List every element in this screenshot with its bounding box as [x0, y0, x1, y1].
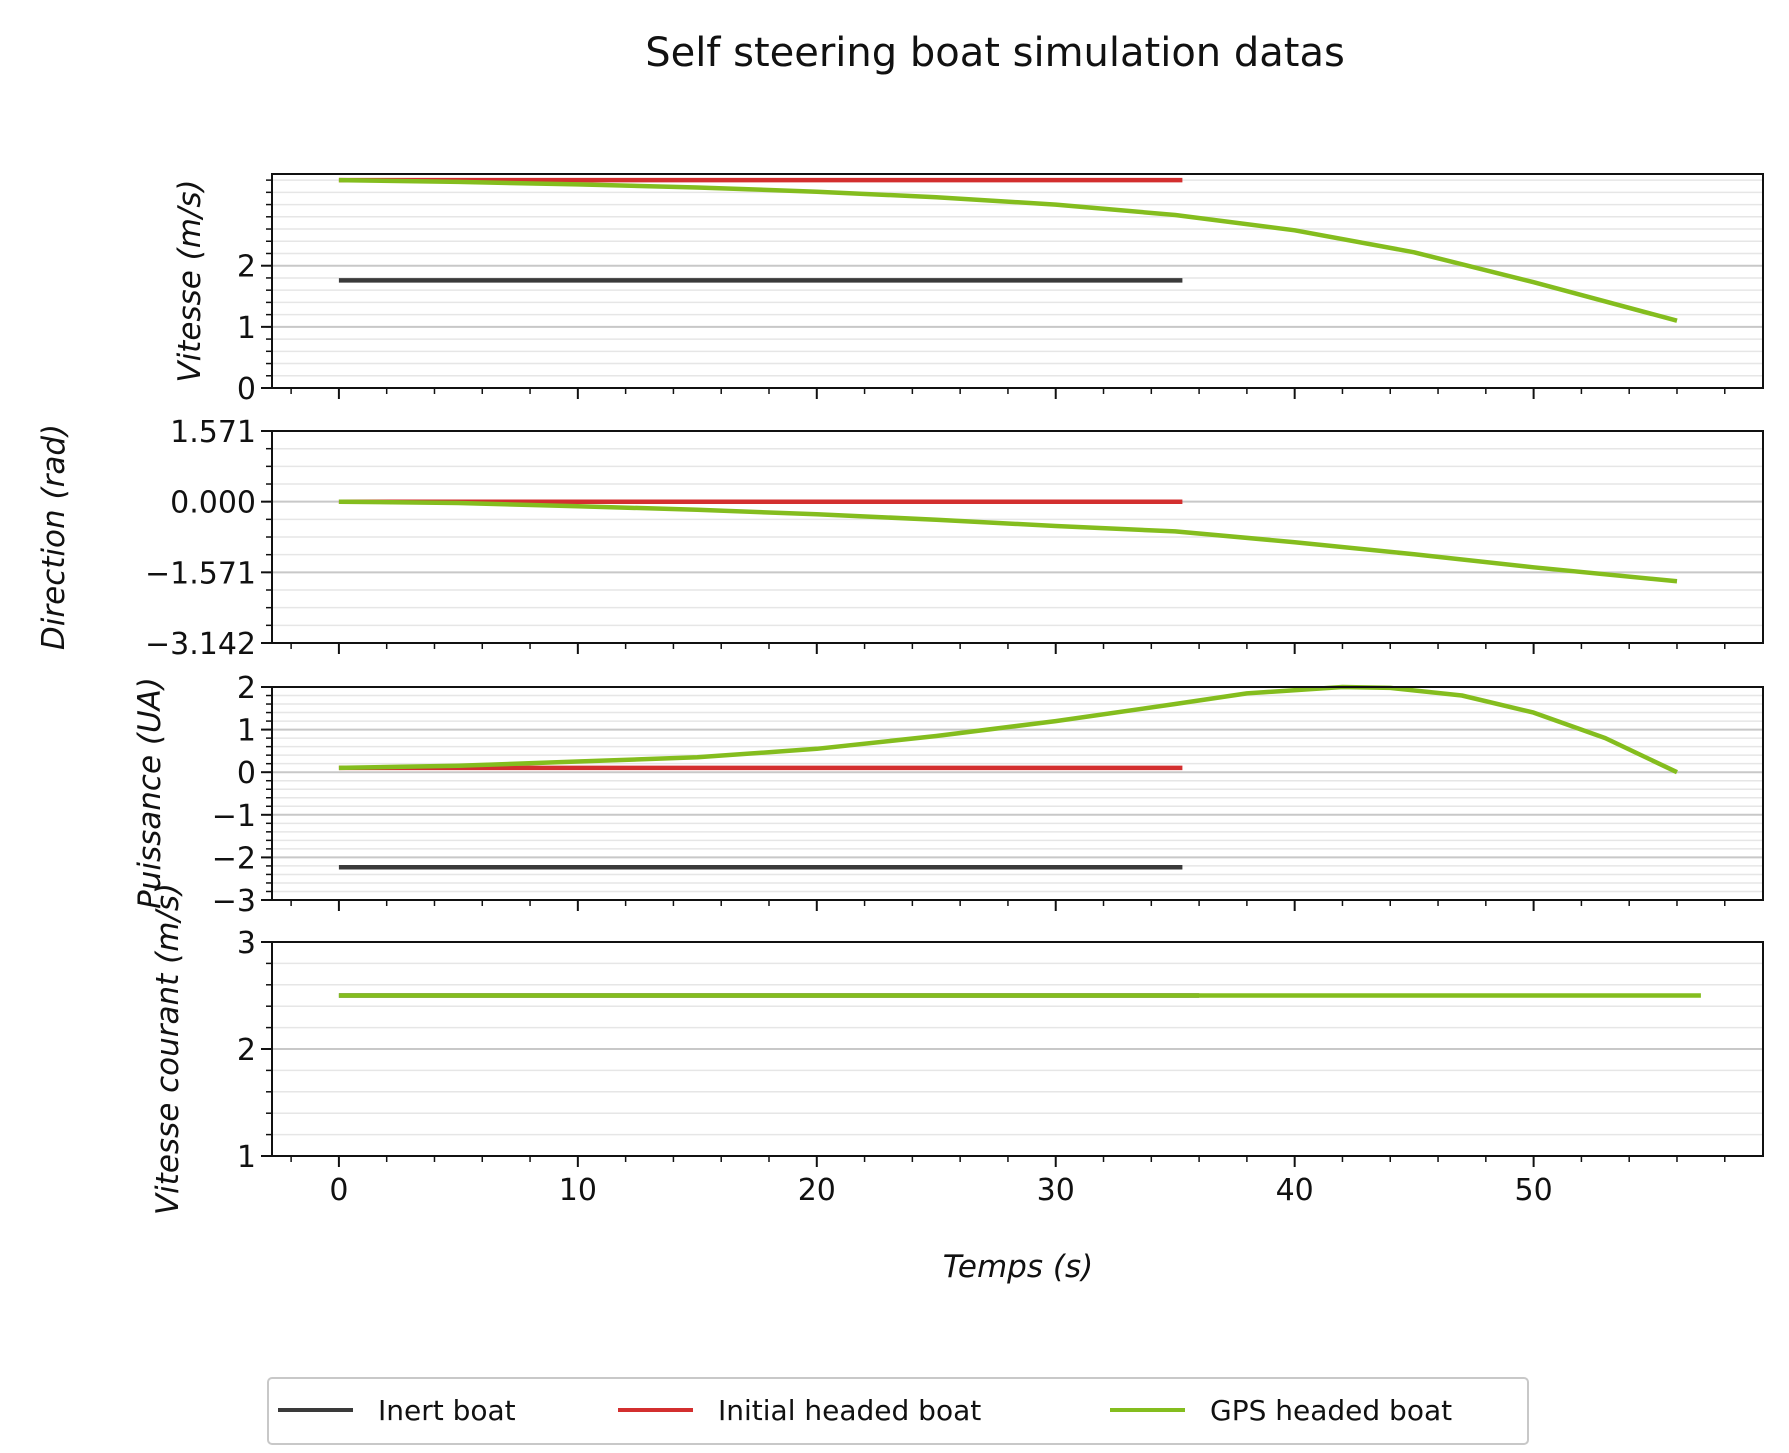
x-tick-labels: 0 10 20 30 40 50	[329, 1173, 1552, 1208]
legend-label-initial: Initial headed boat	[718, 1394, 981, 1427]
y-tick-label: 1	[237, 311, 256, 346]
panels: 0 1 2 Vitesse (m/s) 1.571 0.000 −1.571 −3.142 Di…	[36, 173, 1764, 1215]
y-tick-label: −3.142	[145, 627, 256, 662]
legend: Inert boat Initial headed boat GPS heade…	[267, 1377, 1529, 1445]
legend-box	[267, 1377, 1529, 1445]
x-tick-label: 30	[1037, 1173, 1075, 1208]
y-tick-label: 3	[237, 926, 256, 961]
panel-4: 1 2 3 Vitesse courant (m/s)	[150, 883, 1764, 1215]
y-axis-label: Vitesse courant (m/s)	[150, 883, 186, 1215]
y-tick-label: −1.571	[145, 556, 256, 591]
x-axis-label: Temps (s)	[943, 1249, 1093, 1285]
y-tick-label: −2	[212, 841, 256, 876]
chart-title: Self steering boat simulation datas	[645, 30, 1345, 76]
panel-frame	[271, 686, 1764, 901]
y-tick-label: 2	[237, 250, 256, 285]
y-axis-label: Direction (rad)	[36, 424, 72, 650]
panel-2: 1.571 0.000 −1.571 −3.142 Direction (rad)	[36, 415, 1764, 662]
x-tick-label: 40	[1276, 1173, 1314, 1208]
y-tick-label: 0.000	[170, 486, 256, 521]
series-line-gps	[338, 499, 1678, 584]
legend-label-inert: Inert boat	[378, 1394, 516, 1427]
panel-frame	[271, 430, 1764, 644]
series-line-gps	[338, 684, 1678, 775]
y-tick-label: −3	[212, 884, 256, 919]
y-tick-label: 1	[237, 1140, 256, 1175]
legend-label-gps: GPS headed boat	[1210, 1394, 1452, 1427]
panel-3: 2 1 0 −1 −2 −3 Puissance (UA)	[132, 671, 1764, 919]
y-tick-label: 1	[237, 714, 256, 749]
y-tick-label: 2	[237, 671, 256, 706]
panel-frame	[271, 941, 1764, 1157]
y-tick-label: −1	[212, 799, 256, 834]
x-tick-label: 10	[559, 1173, 597, 1208]
series-line-gps	[338, 177, 1678, 323]
x-tick-label: 50	[1515, 1173, 1553, 1208]
y-tick-label: 2	[237, 1033, 256, 1068]
y-axis-label: Vitesse (m/s)	[172, 179, 208, 382]
y-tick-label: 0	[237, 756, 256, 791]
y-axis-label: Puissance (UA)	[132, 677, 168, 909]
x-tick-label: 20	[798, 1173, 836, 1208]
x-tick-label: 0	[329, 1173, 348, 1208]
y-tick-label: 1.571	[170, 415, 256, 450]
panel-frame	[271, 173, 1764, 389]
y-tick-label: 0	[237, 372, 256, 407]
panel-1: 0 1 2 Vitesse (m/s)	[172, 173, 1764, 407]
